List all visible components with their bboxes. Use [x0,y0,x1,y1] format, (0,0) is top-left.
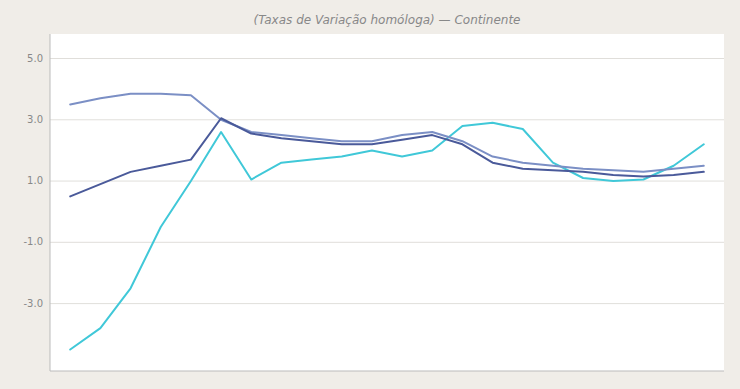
chart-container: 5.0 3.0 1.0 -1.0 -3.0 (Taxas de Variação homó… [0,0,740,389]
series-group [70,94,704,350]
grid-line [50,242,724,243]
grid-line [50,119,724,120]
y-axis: 5.0 3.0 1.0 -1.0 -3.0 [23,53,43,309]
y-tick-label: 3.0 [27,114,43,125]
line-series [70,118,704,196]
plot-background [50,34,724,371]
chart-title: (Taxas de Variação homóloga) — Continent… [254,13,521,27]
chart-svg: 5.0 3.0 1.0 -1.0 -3.0 (Taxas de Variação homó… [0,0,740,389]
y-tick-label: 5.0 [27,53,43,64]
y-tick-label: -3.0 [23,298,43,309]
line-series [70,123,704,350]
y-axis-line [50,34,51,371]
line-series [70,94,704,172]
y-tick-label: -1.0 [23,236,43,247]
grid-line [50,58,724,59]
grid-line [50,303,724,304]
x-axis-line [50,371,724,372]
y-tick-label: 1.0 [27,175,43,186]
